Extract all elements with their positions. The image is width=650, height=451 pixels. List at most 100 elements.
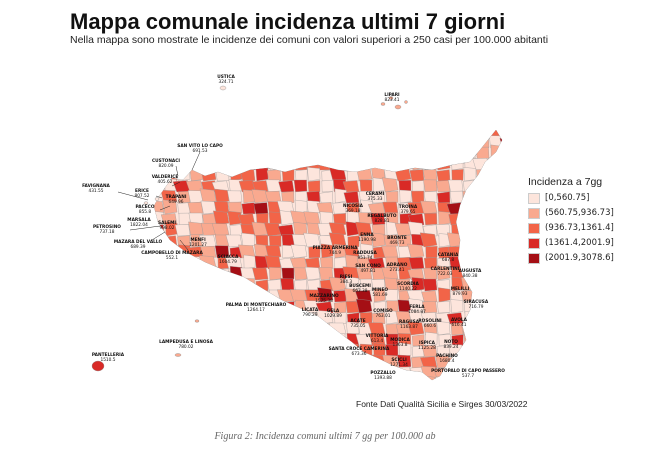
municipality-area: [189, 377, 204, 380]
municipality-area: [464, 135, 477, 149]
municipality-area: [164, 290, 178, 303]
municipality-value: 1363.8: [392, 342, 407, 348]
municipality-name: POZZALLO: [370, 370, 396, 376]
municipality-area: [396, 147, 412, 160]
municipality-area: [464, 344, 477, 358]
municipality-area: [344, 158, 360, 171]
municipality-area: [242, 130, 256, 138]
municipality-area: [216, 321, 230, 336]
municipality-area: [177, 367, 191, 380]
municipality-area: [281, 267, 295, 281]
municipality-area: [277, 147, 295, 160]
municipality-area: [488, 201, 502, 215]
municipality-area: [381, 136, 399, 149]
municipality-area: [357, 355, 373, 369]
municipality-area: [251, 147, 269, 160]
municipality-area: [203, 130, 217, 138]
municipality-area: [499, 144, 502, 160]
municipality-area: [331, 332, 347, 347]
municipality-area: [241, 332, 256, 347]
municipality-value: 807.52: [134, 193, 149, 199]
municipality-area: [307, 323, 321, 336]
municipality-area: [321, 134, 334, 149]
municipality-area: [448, 134, 464, 149]
municipality-area: [436, 180, 451, 193]
municipality-value: 497.81: [360, 268, 375, 274]
municipality-area: [373, 288, 386, 303]
municipality-area: [476, 169, 490, 182]
municipality-name: REGALBUTO: [367, 213, 397, 219]
municipality-name: COMISO: [373, 308, 393, 314]
municipality-area: [303, 232, 321, 248]
municipality-area: [227, 378, 243, 380]
municipality-area: [175, 356, 191, 369]
municipality-area: [277, 334, 295, 347]
municipality-area: [293, 267, 308, 281]
municipality-area: [503, 288, 515, 302]
municipality-area: [255, 354, 269, 369]
municipality-area: [174, 290, 191, 303]
municipality-name: VITTORIA: [366, 333, 389, 339]
municipality-area: [381, 177, 399, 193]
leader-line: [151, 231, 166, 241]
municipality-name: PACHINO: [436, 353, 458, 359]
municipality-area: [317, 376, 334, 380]
map-subtitle: Nella mappa sono mostrate le incidenze d…: [70, 34, 549, 46]
municipality-name: PANTELLERIA: [92, 352, 125, 358]
island-shape: [154, 197, 160, 201]
municipality-name: CAMPOBELLO DI MAZARA: [141, 250, 203, 256]
island-shape: [91, 360, 105, 372]
municipality-area: [436, 265, 451, 281]
municipality-area: [484, 212, 502, 226]
municipality-name: TROINA: [399, 204, 418, 210]
municipality-area: [154, 130, 165, 138]
municipality-area: [163, 376, 178, 380]
municipality-area: [154, 147, 165, 160]
municipality-area: [423, 191, 438, 204]
municipality-area: [501, 356, 502, 369]
municipality-area: [154, 322, 165, 336]
municipality-area: [174, 320, 191, 336]
municipality-name: BUSCEMI: [349, 283, 371, 289]
municipality-area: [176, 310, 191, 325]
island-shape: [194, 319, 200, 323]
municipality-value: 823.41: [384, 97, 399, 103]
municipality-area: [161, 235, 178, 248]
municipality-area: [485, 223, 502, 237]
municipality-area: [266, 169, 282, 182]
municipality-area: [281, 378, 295, 380]
municipality-area: [212, 366, 230, 380]
municipality-area: [501, 299, 502, 314]
municipality-area: [371, 232, 386, 248]
municipality-area: [504, 202, 516, 214]
legend-swatch: [528, 192, 540, 204]
municipality-area: [436, 169, 451, 182]
municipality-area: [434, 136, 451, 149]
municipality-area: [490, 322, 502, 336]
municipality-area: [225, 279, 243, 292]
municipality-area: [475, 279, 490, 292]
municipality-area: [154, 354, 165, 369]
municipality-area: [490, 333, 502, 347]
municipality-area: [471, 191, 490, 204]
municipality-area: [189, 268, 204, 281]
municipality-area: [315, 301, 334, 314]
municipality-area: [200, 245, 217, 259]
island-shape: [174, 353, 182, 357]
municipality-area: [188, 221, 204, 237]
label-leader-lines: [117, 151, 201, 251]
municipality-area: [450, 299, 464, 314]
municipality-value: 552.1: [166, 255, 179, 261]
municipality-area: [203, 279, 217, 292]
municipality-area: [291, 323, 308, 336]
municipality-value: 324.71: [218, 79, 233, 85]
legend-item: (560.75,936.73]: [528, 206, 614, 220]
municipality-area: [280, 278, 295, 292]
leader-line: [171, 181, 181, 187]
municipality-area: [303, 365, 321, 380]
municipality-area: [225, 310, 243, 325]
municipality-area: [421, 147, 438, 160]
municipality-area: [384, 277, 399, 292]
municipality-area: [267, 309, 282, 325]
municipality-area: [201, 321, 217, 336]
